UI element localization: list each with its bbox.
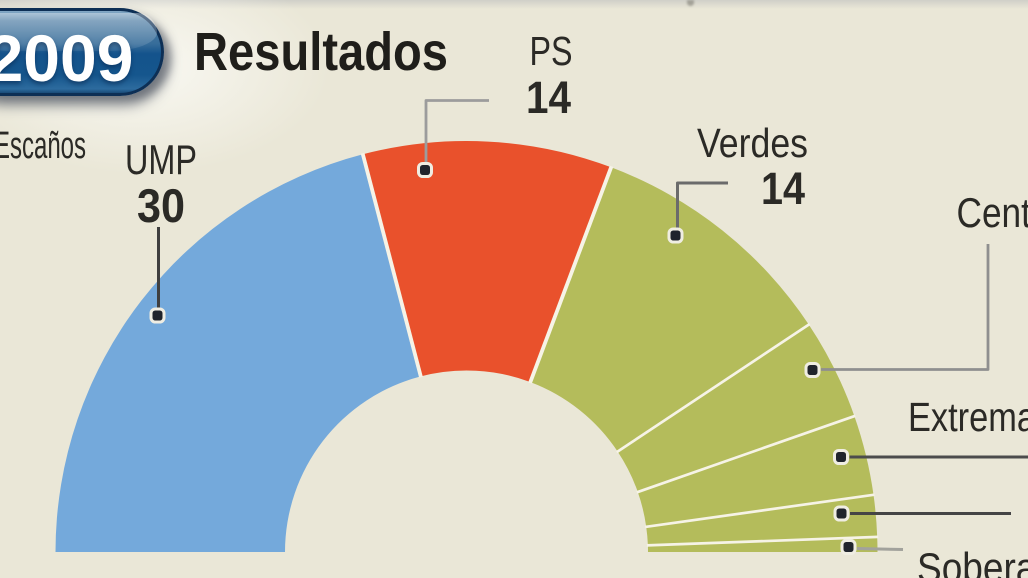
svg-text:PS: PS — [530, 28, 573, 74]
svg-text:14: 14 — [526, 72, 571, 123]
svg-text:UMP: UMP — [125, 136, 197, 183]
svg-text:Extrema: Extrema — [908, 394, 1028, 440]
svg-text:Soberan: Soberan — [917, 544, 1028, 578]
svg-text:Centri: Centri — [957, 189, 1028, 236]
svg-text:Escaños: Escaños — [0, 125, 86, 167]
svg-text:30: 30 — [137, 179, 185, 232]
svg-text:Resultados: Resultados — [194, 22, 448, 82]
svg-text:14: 14 — [761, 163, 805, 214]
svg-text:Verdes: Verdes — [697, 120, 808, 166]
